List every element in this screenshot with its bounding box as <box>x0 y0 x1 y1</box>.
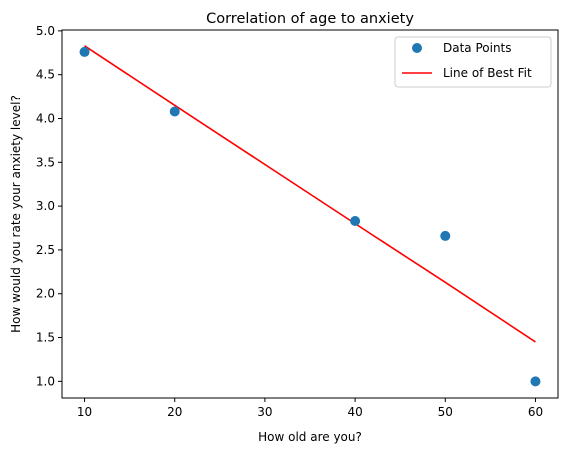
y-tick-label: 2.0 <box>36 287 55 301</box>
data-point <box>440 230 451 241</box>
y-tick-label: 5.0 <box>36 24 55 38</box>
y-tick-label: 4.0 <box>36 111 55 125</box>
x-tick-label: 30 <box>257 405 272 419</box>
x-tick-label: 60 <box>528 405 543 419</box>
x-tick-label: 10 <box>77 405 92 419</box>
data-point <box>169 106 180 117</box>
axes-frame <box>61 29 559 399</box>
x-tick-label: 40 <box>347 405 362 419</box>
y-axis-label: How would you rate your anxiety level? <box>9 95 23 333</box>
x-tick-label: 50 <box>438 405 453 419</box>
legend: Data Points Line of Best Fit <box>394 36 552 88</box>
x-axis-label: How old are you? <box>258 430 362 444</box>
y-tick-label: 1.0 <box>36 374 55 388</box>
legend-box <box>394 36 552 88</box>
legend-label-best-fit: Line of Best Fit <box>443 66 532 80</box>
x-axis: 10 20 30 40 50 60 <box>77 398 543 419</box>
data-point <box>350 216 361 227</box>
chart-title: Correlation of age to anxiety <box>206 11 414 27</box>
y-tick-label: 3.5 <box>36 155 55 169</box>
y-tick-label: 2.5 <box>36 243 55 257</box>
data-point <box>79 46 90 57</box>
series-layer <box>79 45 541 387</box>
plot-area: 10 20 30 40 50 60 1.0 1.5 2.0 2.5 3.0 3.5 4.0 4.5 5.0 <box>36 24 559 419</box>
legend-marker-data-points <box>412 43 422 53</box>
y-tick-label: 4.5 <box>36 68 55 82</box>
data-point <box>530 376 541 387</box>
y-tick-label: 1.5 <box>36 331 55 345</box>
best-fit-line <box>84 45 536 343</box>
x-tick-label: 20 <box>167 405 182 419</box>
y-axis: 1.0 1.5 2.0 2.5 3.0 3.5 4.0 4.5 5.0 <box>36 24 62 388</box>
legend-label-data-points: Data Points <box>443 41 512 55</box>
y-tick-label: 3.0 <box>36 199 55 213</box>
